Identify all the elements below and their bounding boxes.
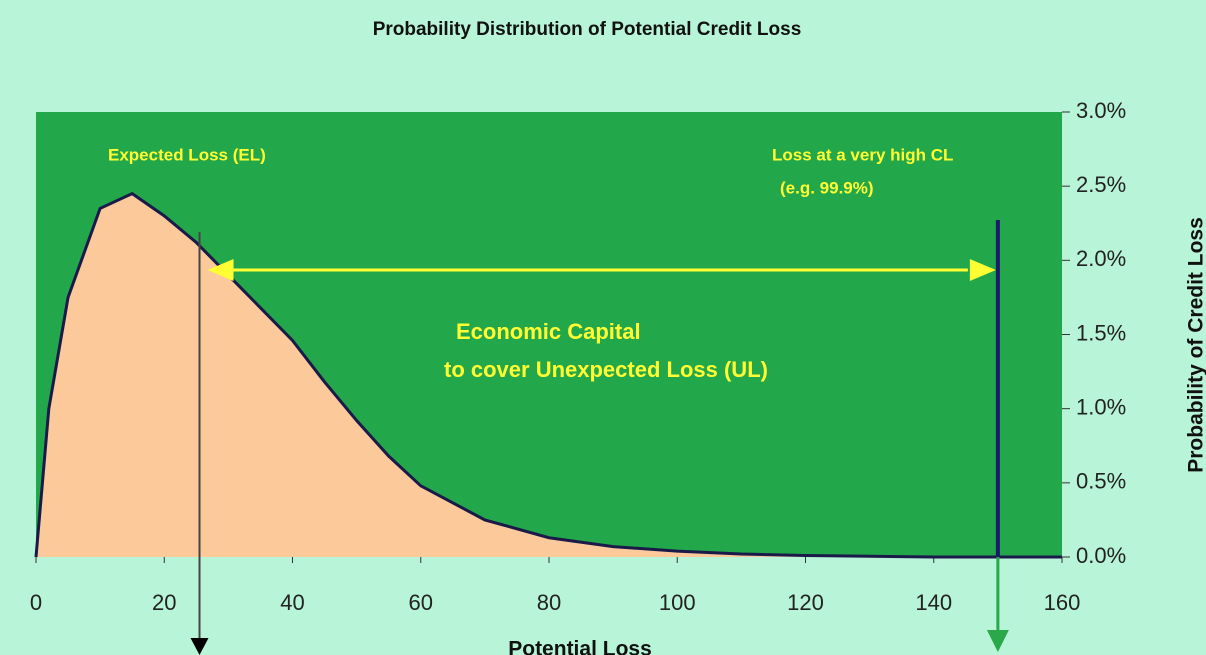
y-tick-label: 0.0% (1076, 543, 1126, 568)
arrowhead (986, 630, 1009, 652)
area (36, 193, 1062, 558)
y-tick-label: 1.5% (1076, 320, 1126, 345)
arrowhead (969, 259, 996, 281)
x-tick-label: 140 (915, 590, 952, 615)
x-tick-label: 120 (787, 590, 824, 615)
chart-title: Probability Distribution of Potential Cr… (373, 19, 802, 40)
x-tick-label: 20 (152, 590, 176, 615)
annotation: Economic Capital (456, 319, 641, 344)
x-tick-label: 0 (30, 590, 42, 615)
arrowhead (207, 259, 234, 281)
annotation: (e.g. 99.9%) (780, 178, 874, 197)
x-axis-title: Potential Loss (508, 638, 652, 655)
x-tick-label: 40 (280, 590, 304, 615)
x-tick-label: 80 (537, 590, 561, 615)
arrowhead (190, 638, 209, 655)
y-tick-label: 3.0% (1076, 98, 1126, 123)
x-tick-label: 60 (409, 590, 433, 615)
y-axis-title: Probability of Credit Loss (1185, 217, 1206, 473)
annotation: Expected Loss (EL) (108, 145, 266, 164)
annotation: Loss at a very high CL (772, 145, 953, 164)
x-tick-label: 160 (1044, 590, 1081, 615)
y-tick-label: 2.0% (1076, 246, 1126, 271)
y-tick-label: 0.5% (1076, 469, 1126, 494)
y-tick-label: 2.5% (1076, 172, 1126, 197)
annotation: to cover Unexpected Loss (UL) (444, 357, 768, 382)
x-tick-label: 100 (659, 590, 696, 615)
y-tick-label: 1.0% (1076, 394, 1126, 419)
line (34, 191, 1062, 559)
